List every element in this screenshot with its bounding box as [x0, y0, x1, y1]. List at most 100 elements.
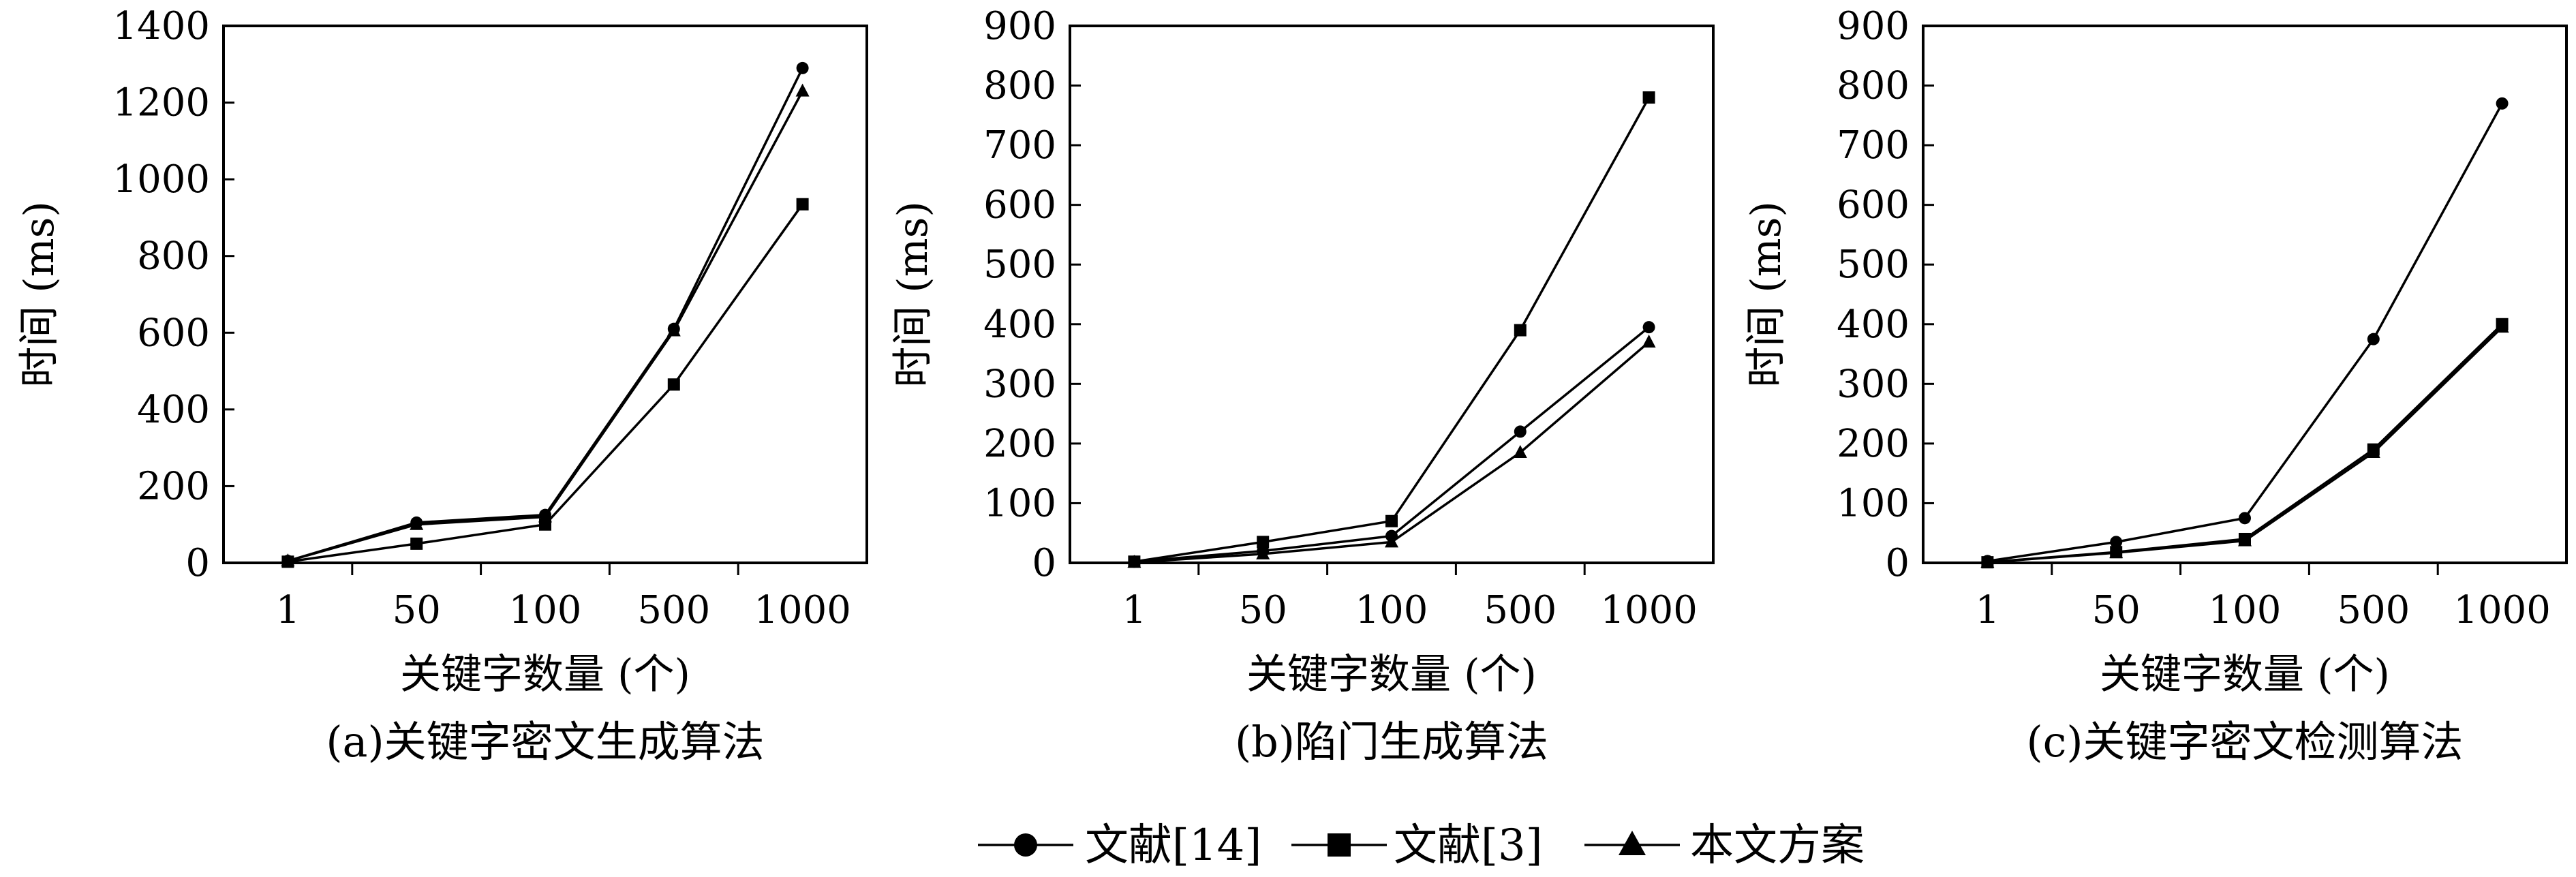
y-tick-label-a-3: 600 [137, 311, 210, 355]
x-tick-label-b-0: 1 [1122, 588, 1147, 632]
point-ref14-b-3 [1514, 425, 1527, 438]
point-ref14-c-3 [2367, 333, 2380, 345]
y-axis-title-c: 时间 (ms) [1743, 201, 1790, 388]
x-axis-title-c: 关键字数量 (个) [2100, 651, 2390, 698]
y-tick-label-b-8: 800 [983, 64, 1056, 108]
point-proposed-a-2 [538, 509, 552, 523]
caption-c: (c)关键字密文检测算法 [2026, 717, 2463, 767]
y-tick-label-c-4: 400 [1837, 303, 1910, 347]
point-proposed-c-3 [2366, 445, 2380, 459]
y-tick-label-c-3: 300 [1837, 362, 1910, 406]
point-proposed-c-1 [2109, 545, 2123, 559]
series-line-ref14-a [287, 67, 804, 562]
plot-frame-c [1922, 25, 2568, 564]
point-proposed-a-4 [795, 83, 810, 97]
y-tick-label-c-8: 800 [1837, 64, 1910, 108]
series-line-proposed-c [1987, 326, 2503, 564]
y-tick-label-a-1: 200 [137, 464, 210, 508]
y-tick-label-c-1: 100 [1837, 481, 1910, 525]
y-tick-label-c-0: 0 [1885, 541, 1910, 585]
x-tick-label-a-3: 500 [637, 588, 710, 632]
plot-area-a: 0 200 400 600 800 1000 1200 1400 1 50 100 500 1000 [112, 4, 850, 632]
x-tick-label-b-3: 500 [1484, 588, 1557, 632]
x-tick-label-a-0: 1 [276, 588, 301, 632]
y-tick-label-b-6: 600 [983, 183, 1056, 228]
point-ref3-a-3 [667, 378, 680, 391]
legend-label-0: 文献[14] [1085, 820, 1261, 871]
point-ref3-b-1 [1257, 536, 1270, 549]
point-proposed-a-1 [410, 517, 424, 530]
y-tick-label-b-3: 300 [983, 362, 1056, 406]
y-tick-label-b-9: 900 [983, 4, 1056, 48]
legend-label-2: 本文方案 [1690, 820, 1865, 871]
series-line-ref14-c [1987, 102, 2504, 563]
x-tick-label-b-1: 50 [1239, 588, 1287, 632]
x-tick-label-a-4: 1000 [754, 588, 851, 632]
y-tick-label-c-5: 500 [1837, 243, 1910, 287]
point-proposed-b-2 [1385, 534, 1398, 548]
y-tick-label-b-2: 200 [983, 422, 1056, 466]
triangle-marker-icon [1619, 831, 1646, 855]
y-tick-label-a-0: 0 [185, 541, 210, 585]
point-ref3-b-4 [1642, 91, 1655, 104]
series-line-ref3-a [288, 203, 804, 564]
caption-b: (b)陷门生成算法 [1235, 717, 1548, 767]
legend-item-1: 文献[3] [1291, 820, 1543, 871]
x-tick-label-c-3: 500 [2337, 588, 2410, 632]
chart-panel-a: 0 200 400 600 800 1000 1200 1400 1 50 100 500 1000 时… [16, 4, 868, 767]
x-tick-label-a-1: 50 [393, 588, 441, 632]
point-ref3-a-4 [796, 198, 809, 211]
y-tick-label-c-2: 200 [1837, 422, 1910, 466]
y-axis-title-b: 时间 (ms) [889, 201, 937, 388]
caption-a: (a)关键字密文生成算法 [326, 717, 764, 767]
x-tick-label-c-1: 50 [2092, 588, 2141, 632]
legend: 文献[14] 文献[3] 本文方案 [978, 820, 1865, 871]
point-proposed-b-1 [1256, 546, 1270, 559]
x-tick-label-b-2: 100 [1355, 588, 1428, 632]
point-ref14-c-1 [2110, 536, 2123, 549]
series-line-ref3-c [1987, 323, 2503, 564]
legend-label-1: 文献[3] [1394, 820, 1543, 871]
x-tick-label-c-4: 1000 [2453, 588, 2551, 632]
point-ref14-c-4 [2496, 97, 2509, 110]
point-proposed-b-3 [1513, 445, 1527, 459]
point-proposed-c-2 [2238, 533, 2252, 547]
x-tick-label-b-4: 1000 [1600, 588, 1698, 632]
x-tick-label-c-0: 1 [1976, 588, 2000, 632]
x-axis-title-b: 关键字数量 (个) [1246, 651, 1537, 698]
point-ref3-b-2 [1385, 514, 1398, 527]
legend-item-2: 本文方案 [1584, 820, 1865, 871]
y-tick-label-a-6: 1200 [112, 81, 210, 125]
point-proposed-b-0 [1127, 555, 1141, 568]
x-tick-label-c-2: 100 [2209, 588, 2282, 632]
y-tick-label-b-1: 100 [983, 481, 1056, 525]
y-tick-label-c-6: 600 [1837, 183, 1910, 228]
point-proposed-a-3 [666, 323, 681, 337]
x-tick-label-a-2: 100 [509, 588, 582, 632]
x-axis-title-a: 关键字数量 (个) [400, 651, 690, 698]
y-tick-label-a-7: 1400 [112, 4, 210, 48]
plot-frame-b [1069, 25, 1715, 564]
point-ref14-c-2 [2239, 512, 2251, 525]
y-axis-title-a: 时间 (ms) [16, 201, 63, 388]
y-tick-label-a-2: 400 [137, 388, 210, 432]
point-ref3-b-3 [1514, 324, 1527, 337]
y-tick-label-a-5: 1000 [112, 157, 210, 202]
point-proposed-c-4 [2495, 320, 2509, 333]
point-ref14-b-4 [1642, 321, 1655, 334]
square-marker-icon [1328, 833, 1351, 857]
plot-area-c: 0 100 200 300 400 500 600 700 800 900 1 50 100 500 100… [1837, 4, 2551, 632]
series-line-proposed-a [287, 90, 804, 562]
point-ref14-a-4 [796, 61, 809, 74]
point-proposed-c-0 [1980, 555, 1995, 568]
y-tick-label-b-5: 500 [983, 243, 1056, 287]
point-proposed-b-4 [1642, 335, 1656, 348]
chart-panel-c: 0 100 200 300 400 500 600 700 800 900 1 50 100 500 100… [1743, 4, 2568, 767]
y-tick-label-b-4: 400 [983, 303, 1056, 347]
chart-panel-b: 0 100 200 300 400 500 600 700 800 900 1 50 100 500 100… [889, 4, 1715, 767]
y-tick-label-a-4: 800 [137, 234, 210, 279]
y-tick-label-b-0: 0 [1032, 541, 1056, 585]
point-ref3-a-1 [410, 537, 423, 550]
y-tick-label-c-9: 900 [1837, 4, 1910, 48]
